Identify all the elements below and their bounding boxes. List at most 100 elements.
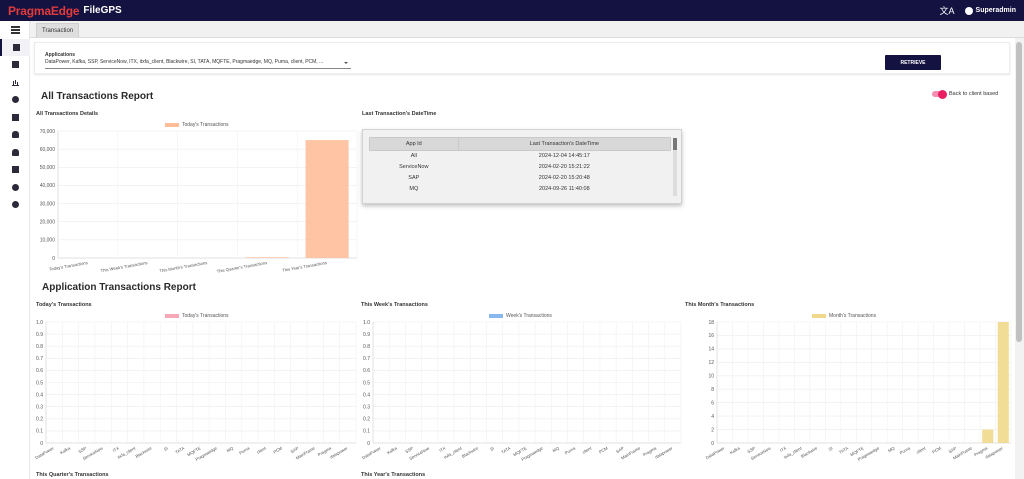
bar <box>245 257 289 258</box>
x-tick-label: itxfa_client <box>443 445 463 460</box>
client-toggle[interactable]: Back to client based <box>932 89 998 99</box>
y-tick-label: 20,000 <box>40 220 56 226</box>
y-tick-label: 0.1 <box>36 429 43 435</box>
x-tick-label: MQFTE <box>186 445 201 457</box>
y-tick-label: 6 <box>711 400 714 406</box>
x-tick-label: This Quarter's Transactions <box>216 260 267 274</box>
app-id-cell: SAP <box>408 175 420 181</box>
x-tick-label: Pragma <box>973 445 989 457</box>
y-tick-label: 1.0 <box>363 320 370 326</box>
month-legend[interactable]: Month's Transactions <box>812 313 876 319</box>
app-transactions-title: Application Transactions Report <box>42 282 196 293</box>
x-tick-label: DataPower <box>705 445 726 460</box>
y-tick-label: 0.3 <box>36 405 43 411</box>
notification-icon[interactable] <box>0 144 30 162</box>
x-tick-label: SI <box>163 446 169 452</box>
y-tick-label: 0.4 <box>363 392 370 398</box>
product-name: FileGPS <box>83 5 122 16</box>
x-tick-label: Today's Transactions <box>49 260 88 272</box>
user-settings-icon[interactable] <box>0 179 30 197</box>
y-tick-label: 14 <box>708 347 714 353</box>
x-tick-label: Purna <box>238 445 251 455</box>
user-name: Superadmin <box>975 7 1016 14</box>
legend-label: Week's Transactions <box>506 313 552 319</box>
legend-swatch <box>165 123 179 127</box>
table-scrollbar[interactable] <box>673 138 677 196</box>
bar <box>997 322 1009 443</box>
y-tick-label: 0.3 <box>363 405 370 411</box>
x-tick-label: TATA <box>500 445 511 454</box>
week-legend[interactable]: Week's Transactions <box>489 313 552 319</box>
x-tick-label: MQ <box>887 445 896 453</box>
week-chart-title: This Week's Transactions <box>361 302 428 308</box>
datetime-cell: 2024-12-04 14:45:17 <box>538 153 590 160</box>
x-tick-label: Pragma <box>642 445 658 457</box>
app-id-cell: All <box>410 153 417 160</box>
x-tick-label: datapower <box>654 445 674 459</box>
x-tick-label: This Year's Transactions <box>282 260 327 273</box>
datetime-cell: 2024-09-26 11:40:08 <box>538 186 590 192</box>
last-transaction-table: App Id Last Transaction's DateTime All 20… <box>369 137 672 195</box>
bar-chart-icon[interactable] <box>0 74 30 92</box>
y-tick-label: 10,000 <box>40 238 56 244</box>
today-transactions-chart: 0 0.1 0.2 0.3 0.4 0.5 0.6 0.7 0.8 0.9 1.0 DataPower… <box>34 320 357 462</box>
legend-swatch <box>489 314 503 318</box>
x-tick-label: SSP <box>78 445 88 454</box>
y-tick-label: 30,000 <box>40 201 56 207</box>
app-id-cell: MQ <box>409 186 419 192</box>
x-tick-label: Kafka <box>729 445 741 455</box>
y-tick-label: 0.6 <box>36 368 43 374</box>
y-tick-label: 40,000 <box>40 183 56 189</box>
document-icon[interactable] <box>0 109 30 127</box>
report-icon[interactable] <box>0 161 30 179</box>
files-icon[interactable] <box>0 56 30 74</box>
x-tick-label: ITX <box>438 445 446 453</box>
week-transactions-chart: 0 0.1 0.2 0.3 0.4 0.5 0.6 0.7 0.8 0.9 1.0 DataPower… <box>361 320 682 462</box>
table-scrollbar-thumb[interactable] <box>673 138 677 150</box>
y-tick-label: 0 <box>711 441 714 447</box>
x-tick-label: datapower <box>984 445 1004 459</box>
applications-select[interactable]: DataPower, Kafka, SSP, ServiceNow, ITX, … <box>45 59 351 69</box>
chart-legend[interactable]: Today's Transactions <box>165 122 229 128</box>
chevron-down-icon[interactable] <box>344 62 348 64</box>
x-tick-label: MQFTE <box>512 445 527 457</box>
y-tick-label: 12 <box>708 360 714 366</box>
y-tick-label: 8 <box>711 387 714 393</box>
main-content: Applications DataPower, Kafka, SSP, Serv… <box>30 38 1014 479</box>
bar <box>982 429 994 443</box>
dashboard-icon[interactable] <box>0 38 30 56</box>
all-details-title: All Transactions Details <box>36 111 99 117</box>
alert-icon[interactable] <box>0 126 30 144</box>
x-tick-label: SSP <box>746 445 756 454</box>
group-icon[interactable] <box>0 196 30 214</box>
x-tick-label: ITX <box>112 445 120 453</box>
column-header-datetime[interactable]: Last Transaction's DateTime <box>457 137 672 151</box>
user-menu[interactable]: Superadmin <box>964 6 1016 15</box>
y-tick-label: 0.8 <box>36 344 43 350</box>
x-tick-label: Blackwire <box>800 445 819 459</box>
y-tick-label: 70,000 <box>40 129 56 135</box>
all-transactions-chart: 0 10,000 20,000 30,000 40,000 50,000 60,000 70,… <box>40 129 358 274</box>
x-tick-label: MQFTE <box>849 445 864 457</box>
toggle-switch[interactable] <box>932 89 947 99</box>
account-icon[interactable] <box>0 91 30 109</box>
y-tick-label: 1.0 <box>36 320 43 326</box>
tab-transaction[interactable]: Transaction <box>36 23 80 38</box>
today-chart-title: Today's Transactions <box>36 302 92 308</box>
account-icon <box>964 6 973 15</box>
top-bar: PragmaEdge FileGPS 文A Superadmin <box>0 0 1024 21</box>
translate-icon[interactable]: 文A <box>939 6 955 16</box>
retrieve-button[interactable]: RETRIEVE <box>885 55 941 70</box>
y-tick-label: 0.7 <box>363 356 370 362</box>
x-tick-label: PCM <box>598 445 609 454</box>
x-tick-label: MQ <box>226 445 235 453</box>
y-tick-label: 16 <box>708 333 714 339</box>
x-tick-label: client <box>256 445 268 455</box>
scrollbar-thumb[interactable] <box>1016 42 1022 342</box>
page-scrollbar[interactable] <box>1015 38 1024 479</box>
column-header-app-id[interactable]: App Id <box>369 137 459 151</box>
x-tick-label: PCM <box>273 445 284 454</box>
today-legend[interactable]: Today's Transactions <box>165 313 229 319</box>
menu-icon[interactable] <box>0 21 30 39</box>
x-tick-label: SAP <box>290 445 300 454</box>
